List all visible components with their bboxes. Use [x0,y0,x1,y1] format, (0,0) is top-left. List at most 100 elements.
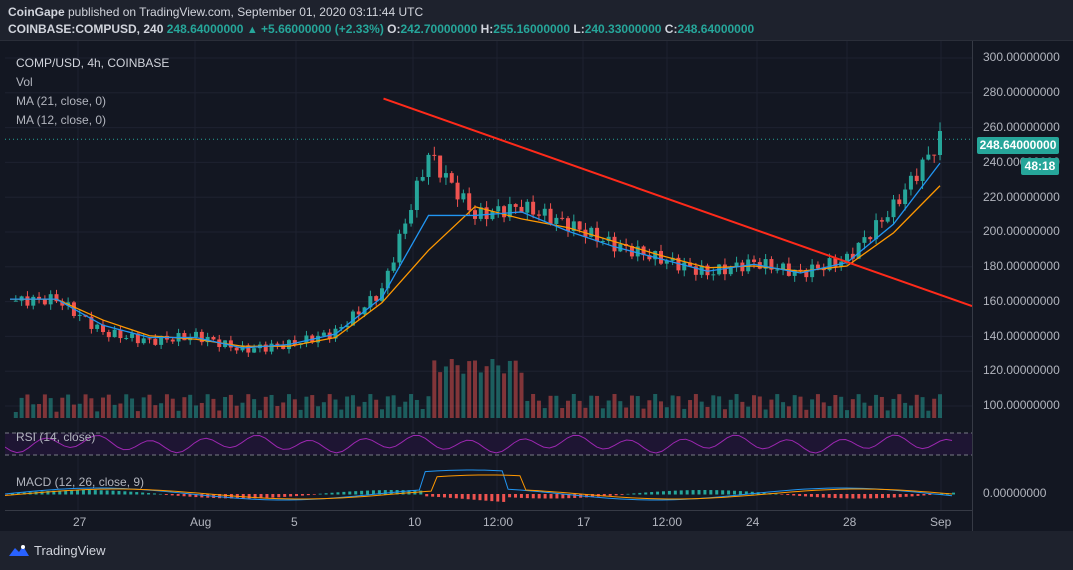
volume-bar [531,394,536,418]
candle-body [891,199,896,218]
volume-bar [670,395,675,418]
macd-histogram-bar [295,494,299,497]
volume-bar [757,396,762,418]
time-axis[interactable]: 27 Aug 5 10 12:00 17 12:00 24 28 Sep [5,510,972,532]
volume-bar [176,410,181,418]
candle-body [932,154,937,156]
macd-histogram-bar [10,493,14,495]
volume-bar [618,401,623,418]
volume-bar [234,405,239,418]
macd-histogram-bar [265,494,269,498]
macd-histogram-bar [448,494,452,498]
macd-histogram-bar [537,494,541,499]
high-value: 255.16000000 [493,22,571,36]
macd-histogram-bar [555,494,559,499]
price-tick: 160.00000000 [983,294,1060,308]
macd-histogram-bar [845,494,849,499]
macd-histogram-bar [715,490,719,495]
macd-histogram-bar [259,494,263,499]
volume-bar [682,408,687,418]
macd-histogram-bar [460,494,464,499]
volume-bar [734,394,739,418]
macd-histogram-bar [147,492,151,495]
macd-histogram-bar [632,493,636,495]
macd-histogram-bar [360,490,364,495]
candle-body [432,154,437,156]
macd-histogram-bar [685,490,689,495]
macd-histogram-bar [437,494,441,498]
candle-body [827,258,832,271]
volume-bar [606,400,611,418]
time-tick: 27 [73,515,87,529]
macd-histogram-bar [58,490,62,495]
candle-body [130,333,135,338]
candle-body [37,296,42,299]
macd-histogram-bar [750,491,754,495]
volume-bar [228,394,233,418]
macd-histogram-bar [99,490,103,495]
candle-body [356,311,361,315]
volume-bar [19,397,24,418]
published-text: published on TradingView.com, September … [64,5,424,19]
volume-bar [699,401,704,418]
price-axis[interactable]: 300.00000000 280.00000000 260.00000000 2… [972,41,1073,531]
macd-histogram-bar [804,494,808,497]
macd-histogram-bar [218,494,222,499]
volume-bar [542,408,547,418]
volume-bar [130,398,135,418]
volume-bar [659,401,663,418]
macd-histogram-bar [271,494,275,498]
volume-bar [502,373,507,418]
macd-histogram-bar [798,494,802,496]
candle-body [502,206,507,218]
volume-bar [135,411,140,418]
volume-bar [48,398,53,418]
macd-histogram-bar [780,494,784,495]
macd-histogram-bar [371,490,375,495]
volume-bar [926,410,931,418]
candle-body [926,154,931,160]
volume-bar [839,396,844,418]
macd-histogram-bar [431,494,435,497]
volume-bar [920,397,925,418]
candle-body [792,269,797,276]
volume-bar [350,395,355,418]
tradingview-brand[interactable]: TradingView [8,543,106,558]
macd-histogram-bar [324,493,328,495]
volume-bar [321,402,326,418]
macd-histogram-bar [922,494,926,496]
volume-bar [141,397,146,418]
volume-bar [246,394,251,418]
macd-histogram-bar [561,494,565,499]
candle-body [443,173,448,178]
volume-bar [566,400,570,418]
volume-bar [717,396,722,418]
candle-body [903,189,908,205]
macd-histogram-bar [194,494,198,498]
volume-bar [903,402,908,418]
chart-pane[interactable] [5,41,972,531]
volume-bar [786,406,791,418]
candle-body [182,333,187,341]
macd-histogram-bar [851,494,855,499]
candle-body [897,199,902,205]
candle-body [653,250,658,260]
volume-bar [810,399,815,418]
volume-bar [269,394,274,418]
candle-body [833,258,838,267]
candle-body [350,311,355,326]
rsi-line [5,434,953,454]
volume-bar [868,405,873,418]
candle-body [600,241,605,243]
macd-histogram-bar [158,493,162,495]
candle-body [519,206,524,213]
macd-histogram-bar [478,494,482,501]
macd-histogram-bar [590,494,594,498]
volume-bar [798,396,803,418]
candle-body [531,201,536,215]
candle-body [734,262,739,267]
candle-body [722,264,727,275]
price-chart[interactable] [5,41,972,531]
volume-bar [409,394,414,418]
volume-bar [217,410,222,418]
